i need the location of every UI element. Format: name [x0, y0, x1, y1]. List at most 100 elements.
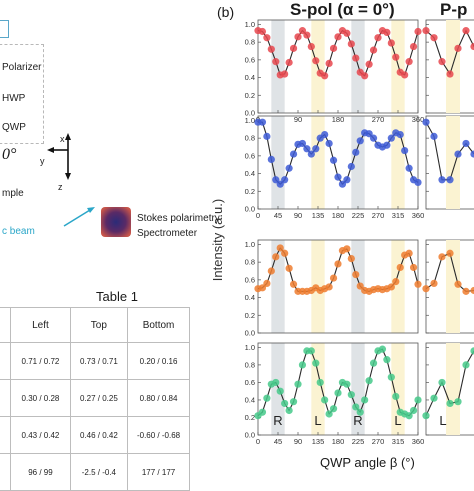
data-point [396, 263, 404, 272]
data-point [321, 72, 329, 80]
data-point [352, 270, 360, 279]
polarizer-label: Polarizer [2, 62, 42, 73]
data-point [396, 131, 404, 139]
col2-data-point [462, 287, 470, 295]
detector-icon [101, 207, 131, 237]
data-point [298, 27, 307, 35]
y-axis-label: Intensity (a.u.) [210, 199, 225, 281]
y-tick-label: 0.8 [245, 38, 255, 47]
column1-title: S-pol (α = 0°) [290, 0, 395, 19]
data-point [325, 59, 333, 67]
data-point [307, 347, 315, 355]
table-cell: 0.71 / 0.72 [10, 342, 71, 380]
data-point [343, 245, 351, 253]
shaded-band [311, 116, 325, 209]
detector-label-2: Spectrometer [137, 228, 198, 239]
table-row: 0.30 / 0.28 0.27 / 0.25 0.80 / 0.84 [0, 379, 190, 417]
data-point [312, 145, 320, 153]
data-point [325, 283, 333, 291]
col2-data-point [446, 399, 454, 408]
col2-data-point [430, 279, 438, 287]
data-point [334, 389, 342, 397]
data-point [387, 39, 395, 47]
data-point [294, 380, 302, 388]
data-point [307, 42, 315, 51]
sample-label: mple [2, 188, 24, 199]
data-point [405, 164, 413, 172]
region-label: R [353, 413, 362, 428]
x-tick-label: 225 [352, 211, 365, 220]
plots-svg: Intensity (a.u.) 0.0 0.2 0.4 0.6 0.8 1.0 0 45 90 1… [210, 19, 474, 446]
data-point [276, 387, 284, 395]
col2-data-point [454, 150, 462, 158]
data-point [316, 378, 324, 387]
data-point [281, 399, 289, 408]
data-point [258, 27, 267, 36]
axis-y-label: y [40, 156, 45, 166]
x-tick-label: 270 [372, 211, 385, 220]
x-tick-label: 315 [392, 211, 405, 220]
x-tick-label: 315 [392, 437, 405, 446]
data-point [365, 60, 373, 68]
data-point [289, 280, 298, 288]
data-point [289, 44, 298, 52]
data-point [365, 377, 373, 385]
data-point [401, 71, 409, 79]
data-point [343, 176, 351, 184]
data-point [298, 361, 307, 369]
data-point [289, 398, 298, 406]
data-point [392, 53, 400, 61]
axis-x-label: x [60, 134, 65, 144]
y-tick-label: 0.0 [245, 329, 255, 338]
data-point [392, 392, 400, 401]
region-label: R [273, 413, 282, 428]
data-point [321, 396, 329, 404]
y-tick-label: 0.6 [245, 55, 255, 64]
shaded-band [271, 116, 285, 209]
x-tick-label: 90 [294, 211, 302, 220]
table-row: 0.43 / 0.42 0.46 / 0.42 -0.60 / -0.68 [0, 416, 190, 454]
x-tick-label: 270 [372, 115, 385, 124]
data-point [334, 33, 342, 41]
data-point [267, 155, 275, 163]
data-point [414, 280, 422, 288]
panel-label: (b) [217, 4, 235, 20]
data-point [281, 249, 289, 257]
data-point [272, 253, 280, 261]
column2-title: P-p [440, 0, 468, 19]
data-point [387, 283, 395, 291]
x-tick-label: 135 [312, 437, 325, 446]
y-tick-label: 0.4 [245, 395, 255, 404]
setup-box [0, 44, 44, 144]
table-row: 0.71 / 0.72 0.73 / 0.71 0.20 / 0.16 [0, 342, 190, 380]
col2-data-point [446, 249, 454, 257]
x-tick-label: 90 [294, 437, 302, 446]
col2-data-point [438, 58, 446, 66]
table-header-cell: Bottom [127, 307, 190, 343]
data-point [343, 380, 351, 388]
data-point [401, 146, 409, 155]
col2-data-point [430, 132, 438, 140]
data-point [405, 412, 413, 420]
col2-data-point [462, 27, 470, 35]
table-cell: 0.30 / 0.28 [10, 379, 71, 417]
x-axis-label: QWP angle β (°) [320, 455, 415, 470]
table-header-cell: Top [69, 307, 129, 343]
data-point [356, 408, 364, 416]
data-point [356, 137, 364, 145]
y-tick-label: 1.0 [245, 343, 255, 352]
data-point [347, 391, 355, 399]
data-point [263, 279, 271, 287]
col2-data-point [470, 286, 474, 295]
beam-label: c beam [2, 226, 35, 237]
data-point [392, 278, 400, 286]
data-point [369, 134, 378, 142]
col2-data-point [470, 150, 474, 158]
data-point [321, 131, 329, 139]
y-tick-label: 0.0 [245, 109, 255, 118]
data-point [329, 274, 338, 282]
data-point [352, 54, 360, 62]
hwp-label: HWP [2, 93, 26, 104]
data-point [258, 118, 267, 126]
data-point [258, 408, 267, 416]
